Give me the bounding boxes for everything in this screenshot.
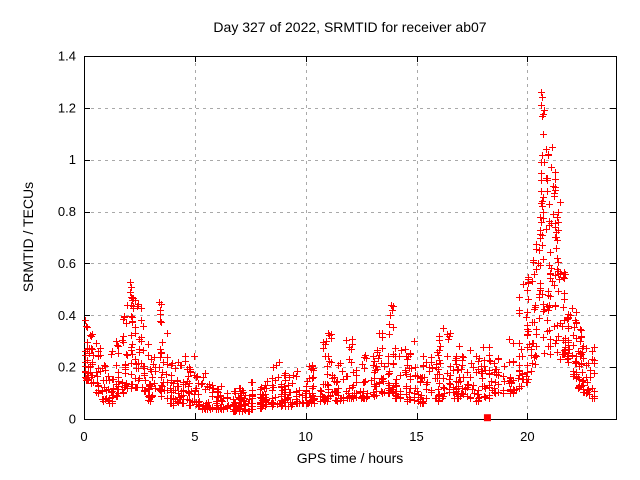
plot-border	[84, 56, 617, 420]
y-tick-label: 0.4	[58, 308, 76, 323]
y-tick-label: 1.2	[58, 100, 76, 115]
y-tick-label: 0.2	[58, 360, 76, 375]
y-tick-label: 0.8	[58, 204, 76, 219]
y-axis-label: SRMTID / TECUs	[20, 181, 36, 293]
square-marker	[483, 414, 491, 422]
y-tick-label: 0	[69, 412, 76, 427]
x-tick-label: 0	[80, 429, 87, 444]
chart-title: Day 327 of 2022, SRMTID for receiver ab0…	[213, 19, 487, 35]
y-tick-label: 1.4	[58, 49, 76, 64]
x-axis-label: GPS time / hours	[296, 450, 404, 466]
data-points	[82, 89, 598, 415]
y-tick-label: 1	[69, 152, 76, 167]
x-tick-label: 5	[191, 429, 198, 444]
x-tick-label: 15	[409, 429, 423, 444]
x-tick-label: 10	[298, 429, 312, 444]
y-tick-label: 0.6	[58, 256, 76, 271]
x-tick-label: 20	[520, 429, 534, 444]
